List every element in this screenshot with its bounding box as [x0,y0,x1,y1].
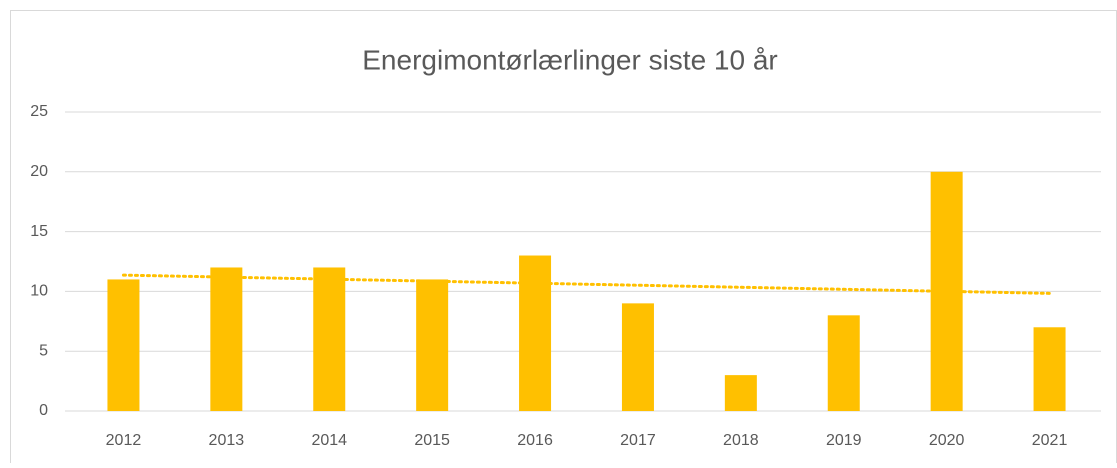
bar [519,255,552,411]
y-tick-label: 25 [30,103,48,120]
y-tick-label: 5 [39,342,48,359]
y-tick-label: 15 [30,223,48,240]
bar [1033,327,1066,411]
x-tick-label: 2014 [311,432,347,449]
bar [210,267,243,411]
x-tick-label: 2021 [1032,432,1068,449]
bar [107,279,140,411]
x-tick-label: 2015 [414,432,450,449]
trendline [121,273,1052,295]
x-tick-label: 2017 [620,432,656,449]
bar [724,375,757,411]
bar [827,315,860,411]
x-tick-label: 2016 [517,432,553,449]
y-tick-label: 10 [30,283,48,300]
y-tick-label: 20 [30,163,48,180]
x-tick-label: 2020 [929,432,965,449]
y-tick-label: 0 [39,402,48,419]
x-tick-label: 2019 [826,432,862,449]
x-tick-label: 2018 [723,432,759,449]
x-tick-label: 2012 [106,432,142,449]
bar [621,303,654,411]
bar [416,279,449,411]
bar [313,267,346,411]
chart-title: Energimontørlærlinger siste 10 år [362,44,778,75]
x-tick-label: 2013 [209,432,245,449]
